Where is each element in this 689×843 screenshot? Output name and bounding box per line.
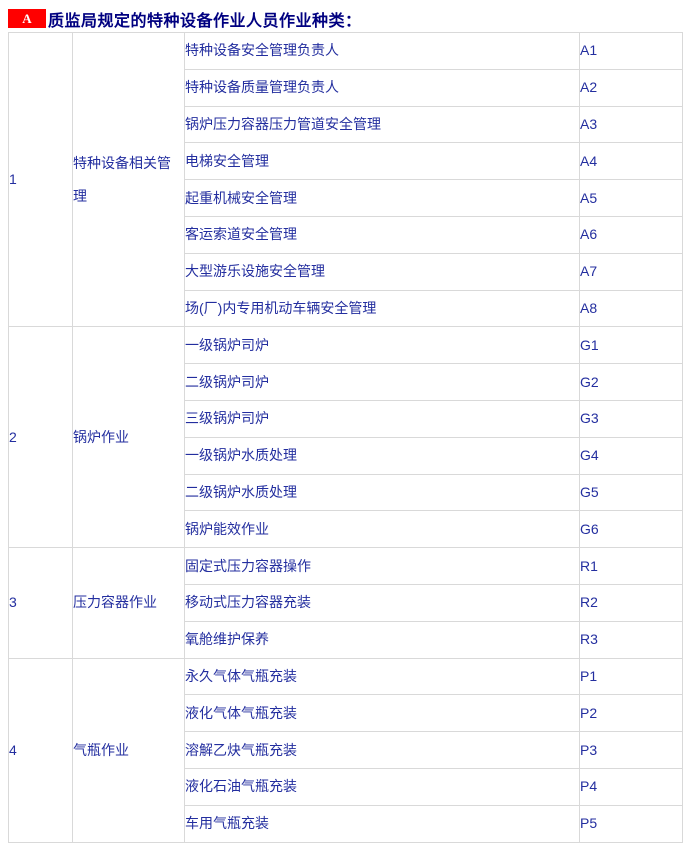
item-name: 场(厂)内专用机动车辆安全管理 bbox=[184, 289, 580, 328]
table-row: 三级锅炉司炉 G3 bbox=[9, 399, 683, 438]
item-name: 液化气体气瓶充装 bbox=[184, 694, 580, 733]
item-code: A4 bbox=[579, 142, 683, 181]
item-name: 一级锅炉水质处理 bbox=[184, 436, 580, 475]
table-row: 电梯安全管理 A4 bbox=[9, 142, 683, 181]
table-row: 液化气体气瓶充装 P2 bbox=[9, 694, 683, 733]
table-row: 1 特种设备相关管理 特种设备安全管理负责人 A1 bbox=[8, 31, 683, 328]
item-code: G6 bbox=[579, 510, 683, 549]
item-code: R1 bbox=[579, 547, 683, 585]
table-row: 场(厂)内专用机动车辆安全管理 A8 bbox=[9, 289, 683, 328]
item-code: A5 bbox=[579, 179, 683, 217]
table-row: 起重机械安全管理 A5 bbox=[9, 179, 683, 217]
item-code: G3 bbox=[579, 399, 683, 438]
job-categories-table: 1 特种设备相关管理 特种设备安全管理负责人 A1 特种设备质量管理负责人 A2 锅炉压力容… bbox=[8, 31, 683, 843]
section-number: 2 bbox=[8, 326, 73, 549]
item-code: A3 bbox=[579, 105, 683, 144]
item-code: R2 bbox=[579, 583, 683, 622]
item-name: 特种设备安全管理负责人 bbox=[184, 32, 580, 70]
item-code: G4 bbox=[579, 436, 683, 475]
item-code: G1 bbox=[579, 326, 683, 365]
item-code: P4 bbox=[579, 767, 683, 806]
table-row: 锅炉压力容器压力管道安全管理 A3 bbox=[9, 105, 683, 144]
item-code: A2 bbox=[579, 68, 683, 107]
table-row: 大型游乐设施安全管理 A7 bbox=[9, 252, 683, 291]
item-name: 氧舱维护保养 bbox=[184, 620, 580, 659]
item-code: G2 bbox=[579, 363, 683, 401]
item-code: P3 bbox=[579, 731, 683, 769]
item-name: 锅炉能效作业 bbox=[184, 510, 580, 549]
item-name: 液化石油气瓶充装 bbox=[184, 767, 580, 806]
item-name: 溶解乙炔气瓶充装 bbox=[184, 731, 580, 769]
section-category: 锅炉作业 bbox=[72, 326, 185, 549]
page-header: A 质监局规定的特种设备作业人员作业种类： bbox=[8, 9, 689, 30]
item-code: A8 bbox=[579, 289, 683, 328]
section-marker-badge: A bbox=[8, 9, 46, 28]
item-code: P5 bbox=[579, 804, 683, 843]
item-code: A7 bbox=[579, 252, 683, 291]
item-code: R3 bbox=[579, 620, 683, 659]
item-name: 大型游乐设施安全管理 bbox=[184, 252, 580, 291]
item-name: 锅炉压力容器压力管道安全管理 bbox=[184, 105, 580, 144]
item-name: 起重机械安全管理 bbox=[184, 179, 580, 217]
item-name: 三级锅炉司炉 bbox=[184, 399, 580, 438]
item-name: 移动式压力容器充装 bbox=[184, 583, 580, 622]
item-name: 二级锅炉司炉 bbox=[184, 363, 580, 401]
page-title: 质监局规定的特种设备作业人员作业种类： bbox=[48, 12, 362, 30]
section-number: 3 bbox=[8, 547, 73, 659]
table-row: 4 气瓶作业 永久气体气瓶充装 P1 bbox=[8, 657, 683, 843]
table-row: 二级锅炉司炉 G2 bbox=[9, 363, 683, 401]
item-code: P1 bbox=[579, 657, 683, 696]
item-name: 车用气瓶充装 bbox=[184, 804, 580, 843]
section-category: 压力容器作业 bbox=[72, 547, 185, 659]
table-row: 锅炉能效作业 G6 bbox=[9, 510, 683, 549]
item-code: G5 bbox=[579, 473, 683, 512]
item-name: 二级锅炉水质处理 bbox=[184, 473, 580, 512]
item-name: 电梯安全管理 bbox=[184, 142, 580, 181]
categories-table-body: 1 特种设备相关管理 特种设备安全管理负责人 A1 特种设备质量管理负责人 A2 锅炉压力容… bbox=[8, 31, 683, 843]
item-name: 特种设备质量管理负责人 bbox=[184, 68, 580, 107]
item-code: P2 bbox=[579, 694, 683, 733]
item-name: 永久气体气瓶充装 bbox=[184, 657, 580, 696]
section-category: 特种设备相关管理 bbox=[72, 31, 185, 328]
item-name: 客运索道安全管理 bbox=[184, 215, 580, 254]
section-number: 4 bbox=[8, 657, 73, 843]
table-row: 液化石油气瓶充装 P4 bbox=[9, 767, 683, 806]
table-row: 一级锅炉水质处理 G4 bbox=[9, 436, 683, 475]
item-name: 固定式压力容器操作 bbox=[184, 547, 580, 585]
item-code: A6 bbox=[579, 215, 683, 254]
table-row: 二级锅炉水质处理 G5 bbox=[9, 473, 683, 512]
table-row: 客运索道安全管理 A6 bbox=[9, 215, 683, 254]
table-row: 3 压力容器作业 固定式压力容器操作 R1 bbox=[8, 547, 683, 659]
item-name: 一级锅炉司炉 bbox=[184, 326, 580, 365]
item-code: A1 bbox=[579, 32, 683, 70]
table-row: 特种设备质量管理负责人 A2 bbox=[9, 68, 683, 107]
table-row: 2 锅炉作业 一级锅炉司炉 G1 bbox=[8, 326, 683, 549]
section-number: 1 bbox=[8, 31, 73, 328]
table-row: 溶解乙炔气瓶充装 P3 bbox=[9, 731, 683, 769]
table-row: 移动式压力容器充装 R2 bbox=[9, 583, 683, 622]
table-row: 氧舱维护保养 R3 bbox=[9, 620, 683, 659]
section-category: 气瓶作业 bbox=[72, 657, 185, 843]
